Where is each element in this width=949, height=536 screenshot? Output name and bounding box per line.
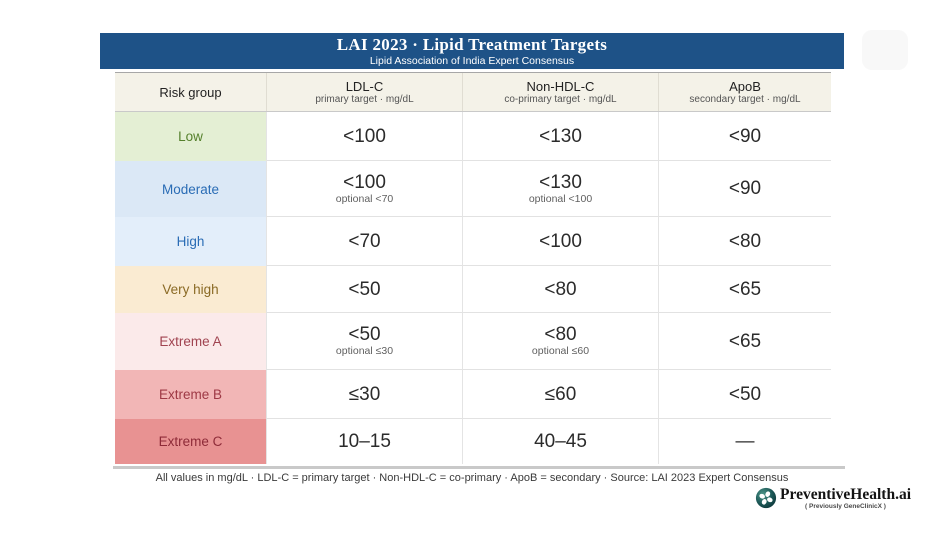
page-title: LAI 2023 · Lipid Treatment Targets <box>336 35 608 54</box>
footnote: All values in mg/dL · LDL-C = primary ta… <box>155 472 789 484</box>
risk-group-cell: Extreme A <box>115 313 266 370</box>
nonhdl-optional: optional <100 <box>528 192 593 205</box>
risk-group-cell: Moderate <box>115 161 266 217</box>
risk-group-cell: High <box>115 217 266 266</box>
header-apob-sub: secondary target · mg/dL <box>689 93 801 105</box>
table-row-extreme-a: Extreme A <50 optional ≤30 <80 optional … <box>115 313 831 370</box>
header-nonhdl-name: Non-HDL-C <box>526 78 595 94</box>
apob-value-cell: <90 <box>658 161 831 217</box>
header-ldl-c: LDL-C primary target · mg/dL <box>266 73 462 111</box>
nonhdl-value: <130 <box>539 125 582 147</box>
nonhdl-value: <130 <box>539 171 582 193</box>
ldl-value: <100 <box>343 125 386 147</box>
ldl-value: 10–15 <box>338 431 391 452</box>
page-subtitle: Lipid Association of India Expert Consen… <box>369 55 575 67</box>
apob-value: <65 <box>728 278 762 300</box>
apob-value: <90 <box>728 178 762 199</box>
nonhdl-value: <100 <box>539 230 582 252</box>
clover-logo-icon <box>755 487 777 509</box>
apob-value: <65 <box>728 330 762 352</box>
ldl-value-cell: <70 <box>266 217 462 266</box>
table-row-high: High <70 <100 <80 <box>115 217 831 266</box>
apob-value: <80 <box>728 230 762 252</box>
nonhdl-value-cell: ≤60 <box>462 370 658 419</box>
header-risk-label: Risk group <box>159 84 222 100</box>
ldl-value: ≤30 <box>348 383 381 405</box>
table-row-moderate: Moderate <100 optional <70 <130 optional… <box>115 161 831 217</box>
risk-group-cell: Extreme B <box>115 370 266 419</box>
nonhdl-value-cell: <80 optional ≤60 <box>462 313 658 370</box>
apob-value-cell: — <box>658 419 831 464</box>
nonhdl-optional: optional ≤60 <box>531 345 590 357</box>
title-banner: LAI 2023 · Lipid Treatment Targets Lipid… <box>100 33 844 69</box>
ldl-value-cell: ≤30 <box>266 370 462 419</box>
ldl-value-cell: 10–15 <box>266 419 462 464</box>
lipid-targets-table: Risk group LDL-C primary target · mg/dL … <box>115 72 831 464</box>
risk-group-cell: Very high <box>115 266 266 313</box>
nonhdl-value-cell: <130 optional <100 <box>462 161 658 217</box>
header-risk-group: Risk group <box>115 73 266 111</box>
apob-value: <90 <box>728 125 762 147</box>
header-nonhdl-sub: co-primary target · mg/dL <box>504 93 617 105</box>
nonhdl-value: <80 <box>544 278 577 300</box>
table-row-extreme-b: Extreme B ≤30 ≤60 <50 <box>115 370 831 419</box>
ldl-optional: optional ≤30 <box>335 345 394 357</box>
nonhdl-value: ≤60 <box>544 383 577 405</box>
table-header-row: Risk group LDL-C primary target · mg/dL … <box>115 72 831 112</box>
ldl-value-cell: <100 optional <70 <box>266 161 462 217</box>
nonhdl-value-cell: <130 <box>462 112 658 161</box>
brand-name: PreventiveHealth.ai <box>780 486 912 503</box>
nonhdl-value-cell: <80 <box>462 266 658 313</box>
table-row-very-high: Very high <50 <80 <65 <box>115 266 831 313</box>
table-bottom-divider <box>113 466 845 469</box>
header-ldl-name: LDL-C <box>345 78 384 94</box>
ldl-optional: optional <70 <box>335 192 394 205</box>
header-non-hdl-c: Non-HDL-C co-primary target · mg/dL <box>462 73 658 111</box>
ldl-value-cell: <50 optional ≤30 <box>266 313 462 370</box>
risk-group-cell: Extreme C <box>115 419 266 464</box>
ldl-value-cell: <100 <box>266 112 462 161</box>
ldl-value: <70 <box>348 230 381 252</box>
apob-value-cell: <65 <box>658 266 831 313</box>
nonhdl-value: <80 <box>544 324 577 345</box>
nonhdl-value: 40–45 <box>534 431 587 452</box>
risk-group-cell: Low <box>115 112 266 161</box>
ldl-value-cell: <50 <box>266 266 462 313</box>
table-row-low: Low <100 <130 <90 <box>115 112 831 161</box>
apob-value-cell: <50 <box>658 370 831 419</box>
table-row-extreme-c: Extreme C 10–15 40–45 — <box>115 419 831 464</box>
header-apob: ApoB secondary target · mg/dL <box>658 73 831 111</box>
watermark-badge <box>862 30 908 70</box>
apob-value: <50 <box>728 383 762 405</box>
apob-value-cell: <65 <box>658 313 831 370</box>
apob-value-cell: <80 <box>658 217 831 266</box>
nonhdl-value-cell: <100 <box>462 217 658 266</box>
header-apob-name: ApoB <box>729 78 761 94</box>
apob-value: — <box>735 431 755 452</box>
brand-logo: PreventiveHealth.ai ( Previously GeneCli… <box>755 486 911 511</box>
ldl-value: <50 <box>348 324 381 345</box>
nonhdl-value-cell: 40–45 <box>462 419 658 464</box>
apob-value-cell: <90 <box>658 112 831 161</box>
ldl-value: <50 <box>348 278 381 300</box>
ldl-value: <100 <box>343 171 386 193</box>
brand-subtext: ( Previously GeneClinicX ) <box>805 503 886 510</box>
header-ldl-sub: primary target · mg/dL <box>315 93 414 105</box>
